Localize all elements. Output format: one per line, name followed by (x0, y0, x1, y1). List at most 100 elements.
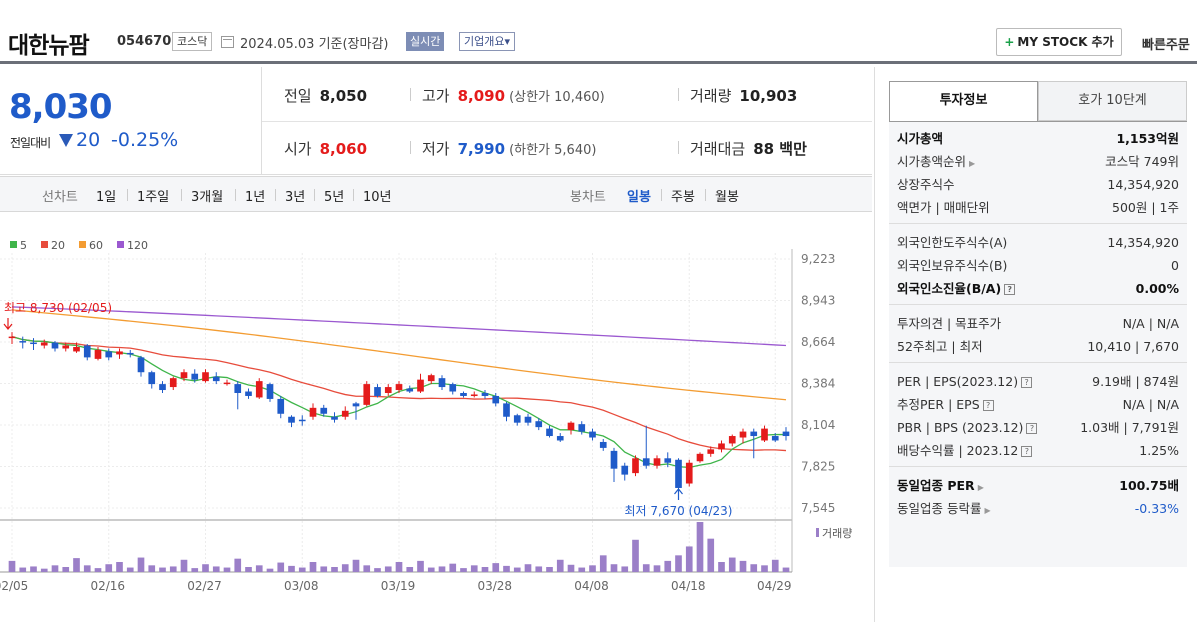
help-icon[interactable]: ? (1021, 377, 1033, 388)
volume-bar (664, 560, 672, 572)
info-row: 52주최고 | 최저 10,410 | 7,670 (897, 336, 1179, 358)
volume-bar (169, 566, 177, 572)
current-price-box: 8,030 전일대비 20 -0.25% (0, 67, 262, 175)
period-1y[interactable]: 1년 (245, 190, 266, 205)
market-badge: 코스닥 (172, 32, 213, 51)
realtime-button[interactable]: 실시간 (406, 32, 445, 51)
ma-60-line (11, 309, 787, 401)
ma-120-line (11, 306, 787, 347)
info-value: 500원 | 1주 (1112, 200, 1179, 215)
candle-body (632, 458, 639, 474)
volume-bar (406, 567, 414, 572)
period-separator (353, 189, 354, 201)
period-1w[interactable]: 1주일 (137, 190, 170, 205)
period-separator (127, 189, 128, 201)
period-3m[interactable]: 3개월 (191, 190, 224, 205)
volume-bar (481, 567, 489, 572)
volume-bar (51, 565, 59, 572)
y-tick-label: 7,825 (801, 460, 835, 474)
tab-investment-info[interactable]: 투자정보 (889, 81, 1038, 121)
volume-bar (707, 538, 715, 572)
x-tick-label: 03/28 (477, 579, 512, 593)
volume-bar (374, 568, 381, 572)
candle-body (395, 384, 403, 391)
volume-bar (320, 566, 328, 572)
help-icon[interactable]: ? (1021, 446, 1033, 457)
tab-order-book[interactable]: 호가 10단계 (1038, 81, 1187, 121)
period-10y[interactable]: 10년 (363, 190, 392, 205)
quick-order-button[interactable]: 빠른주문 (1142, 38, 1190, 53)
candle-body (513, 415, 521, 423)
info-value: 14,354,920 (1107, 177, 1179, 192)
candle-body (546, 428, 553, 437)
period-1d[interactable]: 1일 (96, 190, 117, 205)
help-icon[interactable]: ? (1004, 284, 1016, 295)
stat-high: 고가 8,090 (상한가 10,460) (422, 87, 605, 105)
candle-body (40, 342, 48, 346)
plus-icon: + (1004, 35, 1015, 49)
candle-body (438, 378, 446, 388)
info-label: PBR | BPS (2023.12)? (897, 417, 1038, 439)
info-label: 외국인한도주식수(A) (897, 235, 1008, 250)
info-label: 투자의견 | 목표주가 (897, 316, 1002, 331)
caret-right-icon[interactable]: ▶ (977, 483, 984, 492)
info-label: 동일업종 PER ▶ (897, 478, 984, 493)
volume-bar (675, 555, 682, 572)
help-icon[interactable]: ? (1026, 423, 1038, 434)
change-label: 전일대비 (10, 136, 51, 150)
period-5y[interactable]: 5년 (324, 190, 345, 205)
volume-bar (642, 564, 650, 572)
candle-body (503, 403, 510, 417)
period-daily[interactable]: 일봉 (627, 190, 651, 205)
volume-bar (73, 558, 80, 572)
info-row: 동일업종 등락률 ▶ -0.33% (897, 498, 1179, 520)
company-overview-button[interactable]: 기업개요▾ (459, 32, 516, 51)
volume-bar (148, 565, 156, 572)
candle-body (610, 450, 618, 469)
caret-right-icon[interactable]: ▶ (969, 159, 976, 168)
info-label: 추정PER | EPS? (897, 394, 994, 416)
price-chart[interactable]: 5 20 60 120 9,223 8,943 8,664 8,384 8,104 7,825 7,… (0, 232, 872, 622)
candle-body (94, 349, 102, 359)
period-weekly[interactable]: 주봉 (671, 190, 695, 205)
add-my-stock-button[interactable]: + MY STOCK 추가 (996, 28, 1122, 56)
volume-bar (524, 564, 532, 572)
volume-bar (503, 565, 510, 572)
chevron-down-icon: ▾ (504, 35, 511, 48)
info-label: 52주최고 | 최저 (897, 339, 983, 354)
high-arrow-icon (3, 318, 13, 330)
legend-label: 20 (51, 239, 65, 252)
volume-bar (470, 565, 478, 572)
volume-bar (653, 565, 661, 572)
info-value: 1.25% (1139, 443, 1179, 458)
candle-body (653, 458, 661, 466)
caret-right-icon[interactable]: ▶ (984, 506, 991, 515)
volume-bar (255, 565, 263, 572)
legend-swatch (10, 241, 17, 248)
volume-bar (621, 566, 629, 572)
help-icon[interactable]: ? (982, 400, 994, 411)
volume-bar (460, 568, 467, 572)
candle-body (51, 342, 59, 349)
volume-bar (19, 567, 27, 572)
info-divider (889, 362, 1187, 363)
y-tick-label: 7,545 (801, 501, 835, 515)
candle-body (384, 387, 392, 393)
candle-body (277, 398, 285, 414)
candle-body (105, 351, 113, 358)
info-tabs: 투자정보 호가 10단계 (889, 81, 1187, 121)
info-row: 액면가 | 매매단위 500원 | 1주 (897, 197, 1179, 219)
period-monthly[interactable]: 월봉 (715, 190, 739, 205)
volume-bar (589, 565, 596, 572)
candle-body (288, 416, 295, 423)
y-tick-label: 8,943 (801, 294, 835, 308)
info-row: 투자의견 | 목표주가 N/A | N/A (897, 313, 1179, 335)
high-annotation: 최고 8,730 (02/05) (4, 301, 112, 315)
volume-legend-label: 거래량 (822, 527, 852, 540)
candle-body (30, 342, 37, 345)
period-3y[interactable]: 3년 (285, 190, 306, 205)
candle-body (578, 424, 586, 432)
y-tick-label: 8,664 (801, 335, 835, 349)
candle-body (62, 345, 70, 349)
candle-body (137, 357, 145, 373)
